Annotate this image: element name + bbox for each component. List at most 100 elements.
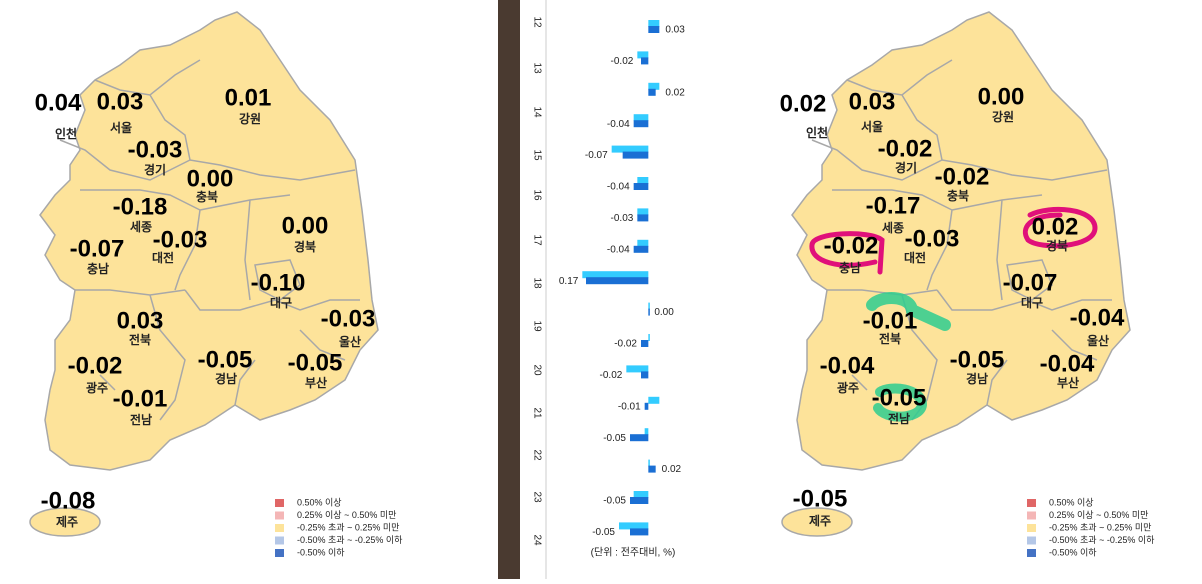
bar (630, 434, 649, 442)
region-name: 충북 (947, 188, 969, 203)
axis-label: 14 (531, 106, 542, 118)
region-name: 광주 (86, 380, 108, 395)
region-value: -0.02 (878, 135, 933, 162)
bar (648, 82, 660, 90)
region-name: 울산 (339, 334, 361, 349)
region-name: 강원 (239, 112, 261, 126)
region-value: 0.00 (187, 165, 234, 192)
legend-label: -0.50% 초과 ~ -0.25% 이하 (297, 535, 403, 545)
highlight-mark (866, 292, 951, 331)
region-name: 제주 (809, 514, 831, 528)
region-value: -0.03 (128, 136, 183, 163)
region-name: 대구 (270, 296, 292, 310)
legend-swatch (275, 536, 284, 545)
bar (622, 151, 649, 159)
value-label: 0.02 (662, 464, 682, 475)
bar (648, 396, 660, 404)
region-value: -0.05 (288, 349, 343, 376)
bar (633, 491, 649, 498)
divider (498, 0, 520, 579)
value-label: 0.03 (665, 25, 685, 36)
axis-label: 18 (531, 277, 542, 289)
legend-swatch (1027, 536, 1036, 545)
bar (637, 177, 649, 184)
region-name: 서울 (110, 120, 132, 135)
region-name: 강원 (992, 110, 1014, 124)
axis-label: 19 (531, 320, 542, 332)
region-name: 울산 (1087, 333, 1109, 348)
value-label: -0.04 (607, 244, 630, 255)
bar (644, 428, 649, 436)
legend-swatch (275, 524, 284, 532)
legend-label: 0.50% 이상 (297, 497, 342, 507)
axis-label: 20 (531, 364, 542, 376)
bar (648, 459, 650, 467)
bar (641, 371, 649, 379)
axis-label: 21 (531, 407, 542, 419)
region-value: -0.01 (113, 385, 168, 412)
region-value: 0.03 (97, 88, 144, 115)
value-label: -0.01 (618, 401, 641, 412)
region-name: 전남 (130, 412, 152, 427)
legend-label: 0.50% 이상 (1049, 497, 1094, 507)
bar (637, 208, 649, 216)
region-name: 세종 (130, 219, 152, 234)
axis-label: 17 (531, 234, 542, 246)
value-label: -0.02 (614, 339, 637, 350)
region-value: 0.00 (282, 212, 329, 239)
region-value: -0.05 (198, 346, 253, 373)
footnote: (단위 : 전주대비, %) (591, 546, 676, 559)
bar (637, 51, 649, 59)
region-value: -0.05 (793, 485, 848, 512)
region-value: 0.00 (978, 83, 1025, 110)
region-name: 경북 (1046, 239, 1068, 253)
chart-panel (520, 0, 700, 579)
value-label: -0.02 (611, 56, 634, 67)
bar (648, 20, 660, 27)
region-name: 충북 (196, 189, 218, 204)
region-value: 0.02 (1032, 213, 1079, 240)
bar (648, 334, 650, 341)
axis-label: 22 (531, 449, 542, 461)
region-value: 0.03 (849, 88, 896, 115)
bar (630, 528, 649, 536)
axis-label: 24 (531, 534, 542, 546)
legend-swatch (1027, 524, 1036, 532)
axis-label: 16 (531, 189, 542, 201)
axis-label: 12 (531, 16, 542, 28)
legend-label: 0.25% 이상 ~ 0.50% 미만 (1049, 510, 1148, 520)
bar (644, 402, 649, 410)
region-value: -0.03 (321, 305, 376, 332)
region-value: -0.08 (41, 487, 96, 514)
region-name: 광주 (837, 380, 859, 395)
region-value: -0.07 (70, 235, 125, 262)
region-value: 0.03 (117, 307, 164, 334)
bar (633, 183, 649, 190)
bar (637, 214, 649, 222)
region-value: -0.02 (68, 352, 123, 379)
legend-swatch (1027, 511, 1036, 520)
value-label: -0.05 (603, 433, 626, 444)
region-value: 0.04 (35, 89, 82, 116)
bar (648, 26, 660, 33)
value-label: 0.17 (559, 276, 579, 287)
bar (633, 114, 649, 122)
legend-label: -0.50% 이하 (297, 547, 345, 557)
axis-label: 15 (531, 149, 542, 161)
highlight-circle (809, 231, 885, 275)
region-name: 세종 (882, 220, 904, 235)
legend-swatch (1027, 549, 1036, 557)
bar (648, 88, 656, 96)
left-map (29, 11, 379, 537)
legend-label: -0.25% 초과 ~ 0.25% 미만 (1049, 522, 1151, 532)
legend-swatch (275, 499, 284, 507)
region-value: -0.04 (1040, 350, 1095, 377)
region-value: -0.04 (820, 352, 875, 379)
bar (648, 308, 650, 316)
region-value: -0.04 (1070, 304, 1125, 331)
highlight-circle (1022, 206, 1098, 249)
region-name: 경북 (294, 240, 316, 254)
value-label: -0.02 (600, 370, 623, 381)
bar (648, 302, 650, 310)
